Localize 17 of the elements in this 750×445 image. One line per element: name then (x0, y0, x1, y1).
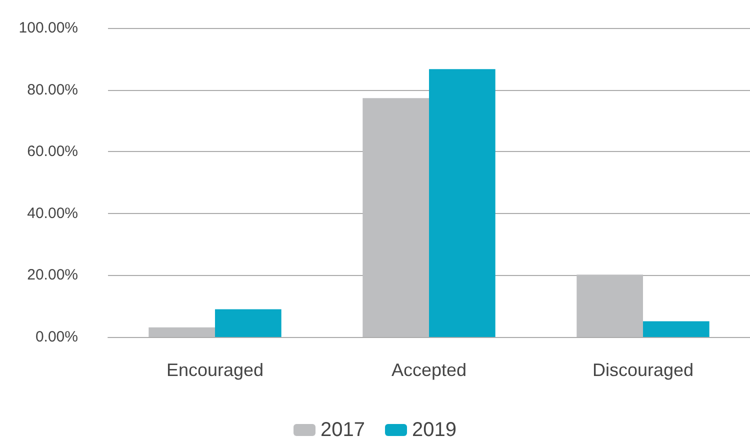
bar (643, 321, 710, 337)
y-tick-label: 60.00% (27, 143, 78, 160)
x-tick-label: Discouraged (592, 360, 694, 380)
legend-label: 2019 (412, 419, 456, 441)
bar (215, 309, 282, 337)
y-tick-label: 40.00% (27, 204, 78, 222)
x-tick-label: Encouraged (166, 360, 264, 380)
legend-label: 2017 (320, 419, 366, 441)
bar (429, 69, 496, 337)
y-tick-label: 0.00% (35, 328, 78, 346)
y-tick-label: 100.00% (18, 20, 78, 36)
y-tick-label: 20.00% (27, 266, 78, 284)
bar (148, 327, 215, 337)
y-tick-label: 80.00% (27, 81, 78, 98)
x-tick-label: Accepted (391, 360, 467, 380)
bar (362, 98, 429, 337)
bar (576, 274, 643, 337)
